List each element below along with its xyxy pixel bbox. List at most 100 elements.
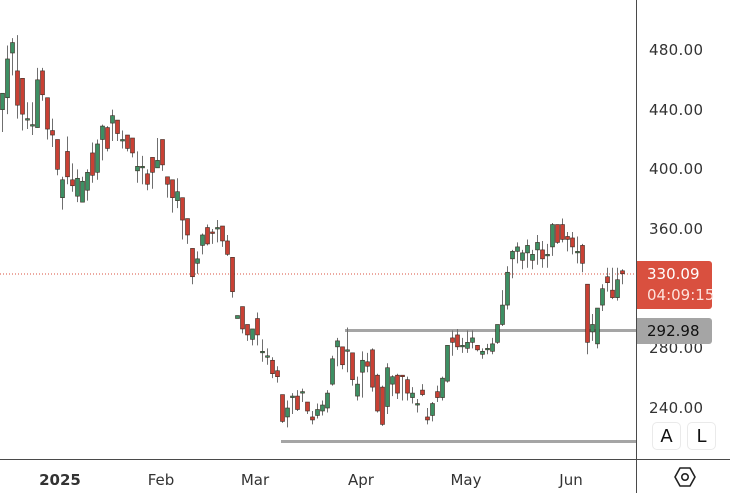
candle-down <box>620 270 625 275</box>
candle-up <box>615 279 620 298</box>
last-price-badge: 330.09 04:09:15 <box>637 261 715 309</box>
candle-up <box>520 252 525 261</box>
candle-down <box>275 370 280 377</box>
candle-down <box>190 248 195 278</box>
candle-up <box>35 79 40 128</box>
candle-up <box>320 404 325 412</box>
candle-up <box>510 251 515 260</box>
candle-up <box>595 307 600 345</box>
candle-down <box>370 349 375 388</box>
auto-scale-button[interactable]: A <box>652 422 681 450</box>
candle-up <box>535 242 540 251</box>
candle-up <box>485 348 490 351</box>
candle-up <box>300 391 305 394</box>
candle-down <box>205 227 210 245</box>
candle-up <box>0 92 5 110</box>
candle-up <box>600 288 605 306</box>
candle-down <box>185 218 190 236</box>
candle-up <box>110 115 115 124</box>
candle-up <box>75 177 80 197</box>
candle-up <box>465 342 470 349</box>
candle-up <box>445 345 450 382</box>
candle-up <box>415 403 420 406</box>
candlestick-chart <box>0 35 636 443</box>
horizontal-level-badge: 292.98 <box>637 318 712 344</box>
time-tick-label: May <box>450 471 482 489</box>
price-axis[interactable]: 480.00 440.00 400.00 360.00 280.00 240.00 330… <box>636 0 730 460</box>
candle-down <box>230 257 235 292</box>
candle-up <box>215 227 220 230</box>
candle-up <box>260 351 265 354</box>
candle-down <box>245 324 250 336</box>
candle-up <box>345 349 350 352</box>
candle-down <box>255 318 260 336</box>
candle-down <box>65 151 70 178</box>
candle-up <box>265 355 270 358</box>
candle-down <box>170 179 175 198</box>
candle-down <box>70 179 75 187</box>
candle-down <box>540 249 545 260</box>
candle-down <box>180 197 185 221</box>
candle-down <box>605 276 610 284</box>
candle-down <box>395 374 400 394</box>
candle-down <box>295 395 300 410</box>
candle-up <box>590 324 595 333</box>
candle-up <box>410 392 415 398</box>
candle-down <box>45 97 50 130</box>
candle-down <box>455 334 460 348</box>
candle-up <box>85 172 90 191</box>
candle-up <box>545 254 550 257</box>
candle-down <box>400 374 405 377</box>
candle-down <box>280 394 285 422</box>
candle-up <box>235 315 240 319</box>
candle-up <box>325 392 330 409</box>
candle-down <box>145 173 150 185</box>
candle-up <box>490 343 495 352</box>
candle-up <box>5 58 10 99</box>
price-tick-label: 480.00 <box>649 41 704 59</box>
candle-up <box>80 180 85 203</box>
candle-down <box>55 139 60 170</box>
candle-down <box>150 157 155 173</box>
candle-down <box>555 224 560 243</box>
settings-button[interactable] <box>673 466 697 488</box>
candle-down <box>305 401 310 412</box>
candle-up <box>575 251 580 254</box>
price-tick-label: 240.00 <box>649 399 704 417</box>
candle-down <box>380 386 385 425</box>
candle-up <box>550 224 555 248</box>
candle-up <box>530 254 535 261</box>
candle-down <box>240 306 245 330</box>
candle-down <box>40 70 45 96</box>
candle-up <box>470 337 475 343</box>
candle-down <box>115 119 120 134</box>
candle-down <box>220 225 225 242</box>
candle-down <box>560 224 565 240</box>
candle-up <box>140 166 145 169</box>
chart-plot-area[interactable] <box>0 0 636 460</box>
candle-up <box>335 340 340 348</box>
time-axis[interactable]: 2025 Feb Mar Apr May Jun <box>0 459 636 493</box>
candle-down <box>405 379 410 394</box>
candle-up <box>175 191 180 201</box>
candle-up <box>360 359 365 373</box>
time-tick-label: Apr <box>348 471 374 489</box>
candle-down <box>15 70 20 106</box>
price-tick-label: 360.00 <box>649 220 704 238</box>
candle-up <box>60 179 65 198</box>
price-tick-label: 440.00 <box>649 100 704 119</box>
candle-up <box>250 328 255 340</box>
candle-down <box>130 137 135 154</box>
candle-up <box>495 324 500 343</box>
candle-down <box>125 134 130 149</box>
candle-up <box>290 395 295 398</box>
log-scale-button[interactable]: L <box>687 422 716 450</box>
candle-up <box>195 258 200 264</box>
candle-up <box>95 143 100 173</box>
candle-down <box>585 283 590 343</box>
time-tick-label: Jun <box>559 471 583 489</box>
candle-up <box>460 345 465 348</box>
bar-countdown: 04:09:15 <box>647 286 715 304</box>
price-tick-label: 400.00 <box>649 160 704 179</box>
time-tick-label: 2025 <box>39 471 81 489</box>
